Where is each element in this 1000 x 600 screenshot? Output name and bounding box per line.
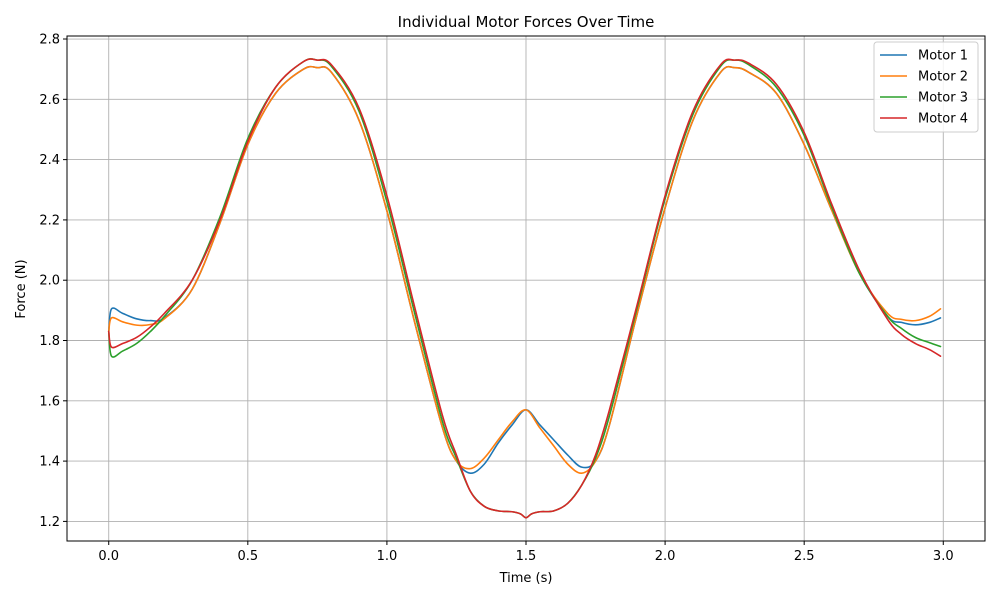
series-line-motor-4 (107, 58, 942, 519)
x-tick-label: 1.0 (377, 549, 398, 564)
grid (67, 36, 985, 541)
y-tick-label: 2.2 (39, 213, 60, 228)
y-tick-label: 1.8 (39, 334, 60, 349)
axis-ticks: 0.0 0.5 1.0 1.5 2.0 2.5 3.0 1.2 1.4 1.6 1.8 2.0 2.2 2… (39, 33, 953, 564)
legend-label-motor-1: Motor 1 (918, 49, 968, 64)
x-tick-label: 3.0 (933, 549, 954, 564)
x-tick-label: 2.5 (794, 549, 815, 564)
x-tick-label: 0.0 (98, 549, 119, 564)
y-axis-label: Force (N) (14, 259, 29, 318)
x-axis-label: Time (s) (499, 571, 553, 586)
x-tick-label: 0.5 (237, 549, 258, 564)
x-tick-label: 2.0 (655, 549, 676, 564)
legend-box (873, 41, 979, 133)
series-line-motor-3 (107, 58, 942, 519)
y-tick-label: 2.0 (39, 274, 60, 289)
y-tick-label: 2.6 (39, 93, 60, 108)
legend-label-motor-4: Motor 4 (918, 112, 968, 127)
chart-title: Individual Motor Forces Over Time (398, 13, 655, 31)
legend-label-motor-2: Motor 2 (918, 70, 968, 85)
y-tick-label: 1.4 (39, 455, 60, 470)
legend-label-motor-3: Motor 3 (918, 91, 968, 106)
series-line-motor-2 (107, 65, 942, 474)
y-tick-label: 1.2 (39, 515, 60, 530)
series-lines (107, 58, 942, 519)
legend: Motor 1 Motor 2 Motor 3 Motor 4 (873, 41, 979, 133)
y-tick-label: 1.6 (39, 394, 60, 409)
y-tick-label: 2.4 (39, 153, 60, 168)
x-tick-label: 1.5 (516, 549, 537, 564)
y-tick-label: 2.8 (39, 33, 60, 48)
series-line-motor-1 (107, 65, 942, 474)
